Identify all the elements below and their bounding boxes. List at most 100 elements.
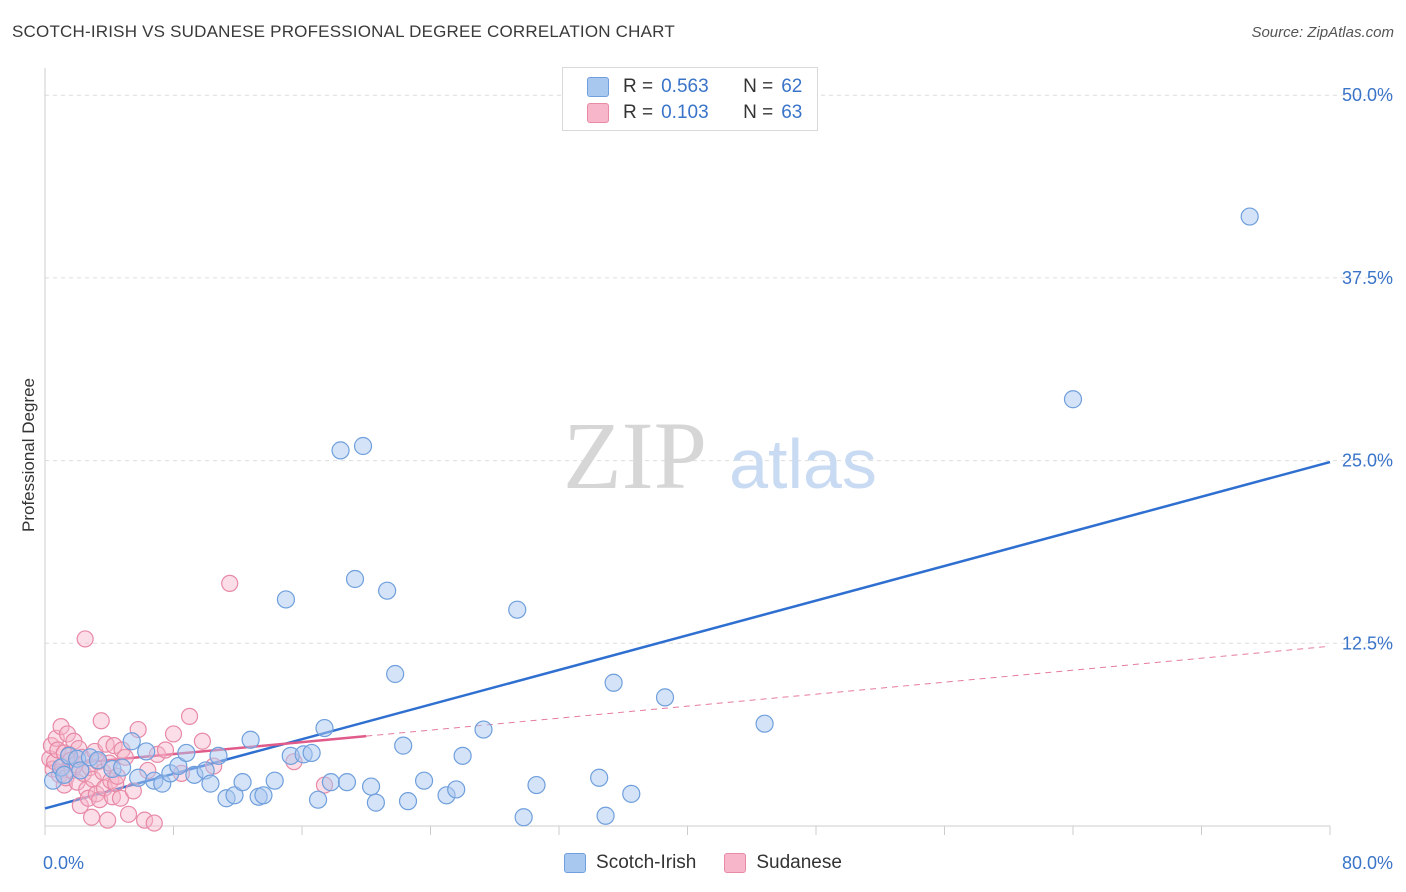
sudanese-points — [41, 574, 334, 832]
data-point-scotch-irish — [112, 758, 132, 777]
data-point-scotch-irish — [1240, 207, 1259, 226]
data-point-scotch-irish — [527, 775, 546, 795]
n-label: N = — [743, 76, 774, 97]
grid-lines — [45, 94, 1392, 644]
data-point-scotch-irish — [447, 780, 466, 799]
data-point-scotch-irish — [1063, 390, 1083, 409]
watermark: ZIP atlas — [563, 402, 877, 509]
r-label: R = — [623, 102, 654, 123]
data-point-scotch-irish — [337, 773, 357, 792]
legend-item-sudanese[interactable]: Sudanese — [724, 852, 842, 874]
data-point-scotch-irish — [308, 790, 328, 809]
source-label: Source: ZipAtlas.com — [1251, 24, 1394, 41]
data-point-scotch-irish — [302, 743, 321, 763]
data-point-sudanese — [164, 725, 183, 743]
data-point-scotch-irish — [265, 771, 284, 790]
data-point-scotch-irish — [241, 730, 260, 749]
r-label: R = — [623, 76, 654, 97]
data-point-scotch-irish — [321, 773, 341, 792]
data-point-scotch-irish — [386, 664, 405, 684]
n-label: N = — [743, 102, 774, 123]
scotch-irish-points — [43, 207, 1259, 827]
data-point-sudanese — [156, 741, 175, 759]
data-point-scotch-irish — [398, 792, 418, 811]
data-point-scotch-irish — [137, 742, 156, 761]
data-point-scotch-irish — [201, 774, 220, 793]
data-point-sudanese — [119, 805, 138, 823]
data-point-sudanese — [78, 780, 96, 799]
data-point-scotch-irish — [378, 581, 397, 600]
trend-line-sudanese-dashed — [366, 645, 1331, 737]
tick-labels: 12.5% 25.0% 37.5% 50.0% 0.0% 80.0% — [43, 85, 1393, 873]
data-point-sudanese — [111, 789, 130, 807]
y-tick-label: 37.5% — [1342, 268, 1393, 288]
y-tick-label: 50.0% — [1342, 85, 1393, 105]
data-point-scotch-irish — [655, 688, 675, 707]
data-point-scotch-irish — [129, 768, 148, 787]
watermark-atlas: atlas — [729, 425, 877, 503]
x-tick-label: 0.0% — [43, 853, 84, 873]
data-point-scotch-irish — [755, 714, 774, 733]
legend-label: Scotch-Irish — [596, 852, 697, 873]
data-point-scotch-irish — [71, 761, 90, 780]
data-point-scotch-irish — [345, 569, 365, 589]
data-point-scotch-irish — [315, 718, 334, 738]
data-point-sudanese — [145, 814, 163, 832]
data-point-scotch-irish — [514, 808, 533, 827]
scotch-irish-swatch — [564, 853, 587, 873]
n-value: 62 — [781, 76, 803, 97]
data-point-scotch-irish — [366, 793, 385, 812]
stats-row-scotch-irish: R = 0.563 N = 62 — [587, 76, 802, 98]
series-legend: Scotch-Irish Sudanese — [0, 852, 1406, 874]
x-tick-label: 80.0% — [1342, 853, 1393, 873]
y-axis-label: Professional Degree — [19, 378, 38, 532]
data-point-sudanese — [135, 811, 154, 829]
data-point-scotch-irish — [414, 771, 434, 790]
data-point-scotch-irish — [353, 436, 373, 456]
data-point-scotch-irish — [233, 773, 252, 792]
data-point-scotch-irish — [361, 777, 381, 796]
data-point-sudanese — [99, 811, 117, 829]
data-point-scotch-irish — [474, 720, 493, 739]
data-point-scotch-irish — [394, 736, 413, 755]
sudanese-swatch — [587, 103, 609, 123]
data-point-sudanese — [82, 808, 101, 826]
y-tick-label: 12.5% — [1342, 633, 1393, 653]
n-value: 63 — [781, 102, 803, 123]
data-point-sudanese — [76, 630, 94, 648]
sudanese-swatch — [724, 853, 747, 873]
data-point-scotch-irish — [55, 765, 74, 784]
trend-line-scotch-irish — [44, 460, 1331, 810]
data-point-scotch-irish — [209, 746, 228, 765]
y-tick-label: 25.0% — [1342, 451, 1393, 471]
data-point-scotch-irish — [508, 600, 527, 619]
data-point-sudanese — [193, 732, 212, 750]
watermark-zip: ZIP — [563, 402, 707, 509]
data-point-scotch-irish — [88, 751, 108, 770]
chart-title: SCOTCH-IRISH VS SUDANESE PROFESSIONAL DE… — [12, 22, 675, 41]
axes — [44, 68, 1331, 835]
trend-lines — [44, 460, 1331, 810]
data-point-scotch-irish — [225, 786, 244, 805]
data-point-scotch-irish — [169, 756, 188, 776]
data-point-scotch-irish — [604, 673, 623, 692]
data-point-sudanese — [180, 707, 199, 725]
data-point-scotch-irish — [596, 806, 615, 825]
stats-row-sudanese: R = 0.103 N = 63 — [587, 102, 802, 124]
data-point-scotch-irish — [122, 732, 141, 751]
r-value: 0.563 — [661, 76, 709, 97]
data-point-sudanese — [105, 737, 123, 755]
data-point-scotch-irish — [254, 786, 273, 805]
scotch-irish-swatch — [587, 77, 609, 97]
legend-item-scotch-irish[interactable]: Scotch-Irish — [564, 852, 696, 874]
data-point-sudanese — [92, 712, 110, 730]
r-value: 0.103 — [661, 102, 709, 123]
stats-legend: R = 0.563 N = 62 R = 0.103 N = 63 — [562, 67, 818, 131]
data-point-scotch-irish — [622, 784, 641, 803]
data-point-scotch-irish — [590, 768, 609, 787]
data-point-scotch-irish — [331, 441, 350, 460]
legend-label: Sudanese — [756, 852, 842, 873]
data-point-scotch-irish — [276, 590, 296, 609]
data-point-scotch-irish — [177, 743, 196, 763]
data-point-sudanese — [221, 574, 239, 592]
